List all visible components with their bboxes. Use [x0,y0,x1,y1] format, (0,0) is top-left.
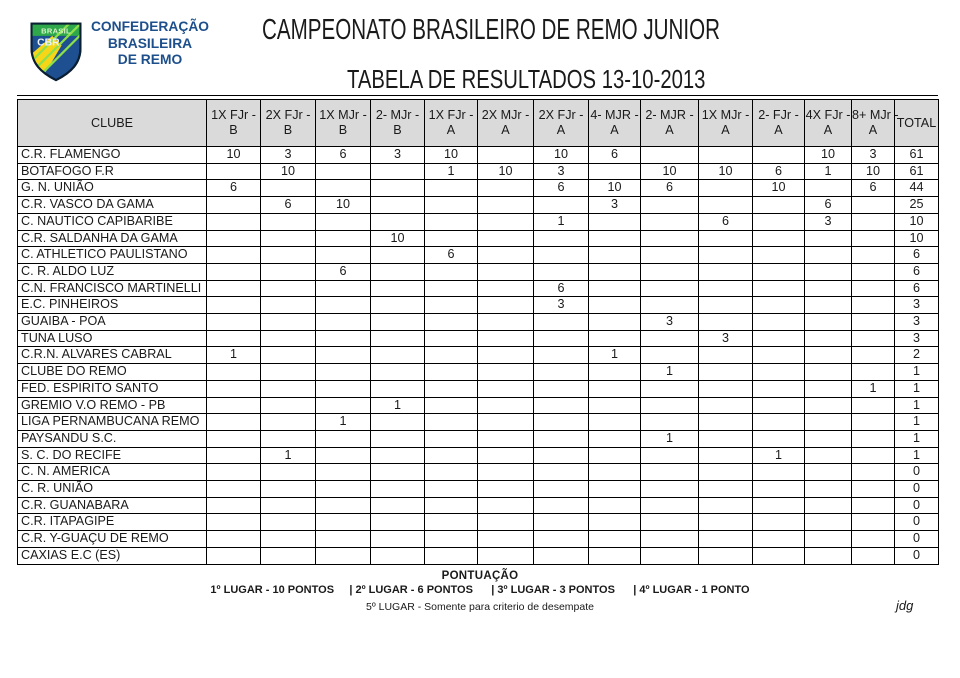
svg-text:CBR: CBR [37,37,60,48]
svg-text:BRASIL: BRASIL [41,27,71,36]
